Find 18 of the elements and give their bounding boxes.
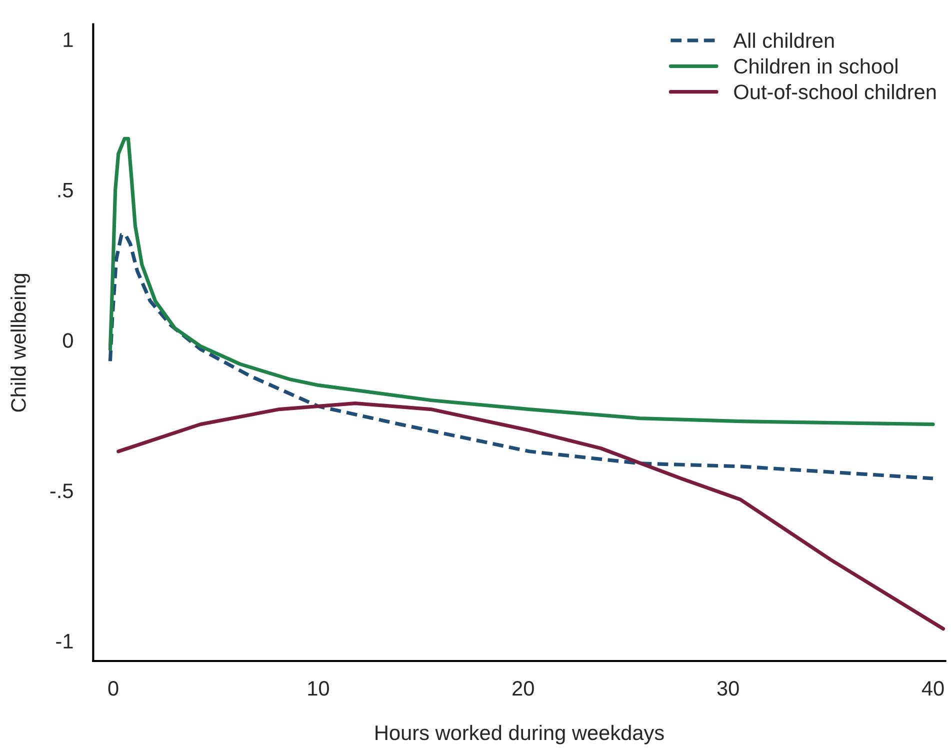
y-tick-label: 1 bbox=[64, 32, 73, 47]
y-tick-label: -.5 bbox=[50, 484, 73, 498]
legend-label: Out-of-school children bbox=[734, 84, 936, 100]
x-tick-label: 40 bbox=[922, 680, 944, 696]
y-tick-label: 0 bbox=[62, 333, 73, 348]
line-series bbox=[116, 401, 946, 631]
legend-label: All children bbox=[733, 32, 834, 48]
legend-label: Children in school bbox=[734, 58, 898, 74]
x-tick-label: 10 bbox=[308, 680, 329, 696]
line-series bbox=[108, 233, 935, 480]
y-tick-label: -1 bbox=[56, 634, 73, 648]
y-axis-title: Child wellbeing bbox=[10, 274, 30, 412]
y-tick-label: .5 bbox=[58, 182, 73, 198]
line-series bbox=[108, 136, 935, 426]
x-tick-label: 0 bbox=[108, 680, 118, 696]
x-axis-title: Hours worked during weekdays bbox=[376, 724, 664, 744]
x-tick-label: 30 bbox=[717, 680, 739, 696]
x-tick-label: 20 bbox=[512, 680, 534, 696]
